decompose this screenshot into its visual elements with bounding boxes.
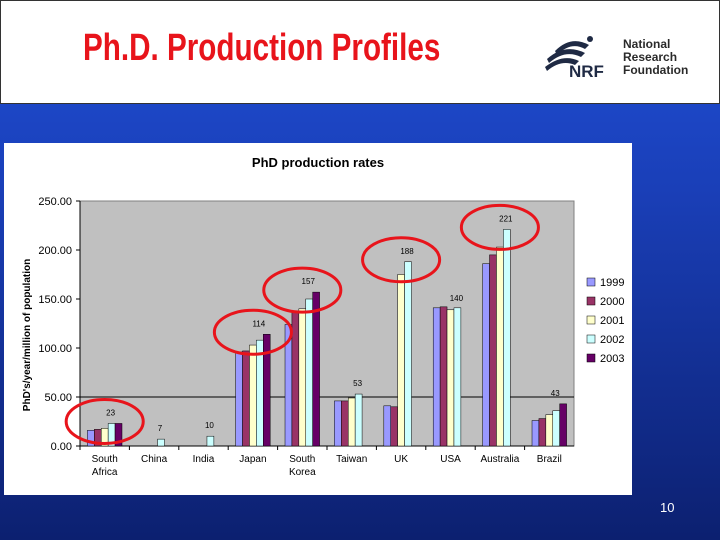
x-tick-label: China — [141, 454, 168, 465]
x-tick-label-line: Brazil — [537, 454, 562, 465]
y-tick-label: 50.00 — [44, 392, 72, 404]
highlight-circle — [459, 203, 540, 251]
x-tick-label: Australia — [480, 454, 519, 465]
highlight-circle — [212, 308, 293, 356]
bar-1999 — [432, 307, 441, 447]
bar-2001 — [298, 308, 307, 447]
bar-2002 — [453, 307, 462, 447]
bar-2002 — [256, 339, 264, 447]
data-label: 7 — [158, 424, 163, 433]
y-tick-label: 250.00 — [38, 196, 72, 208]
bar-1999 — [383, 405, 391, 447]
y-axis-label: PhD's/year/million of population — [22, 259, 33, 411]
bar-2002 — [552, 410, 560, 447]
x-tick-label-line: Australia — [480, 454, 519, 465]
bar-2001 — [496, 246, 504, 447]
x-tick-label-line: China — [141, 454, 168, 465]
chart-panel: PhD production rates PhD's/year/million … — [4, 143, 632, 495]
legend-label-2000: 2000 — [600, 296, 624, 308]
data-label: 43 — [551, 389, 560, 398]
bar-2000 — [489, 254, 497, 447]
highlight-circle — [64, 397, 145, 445]
x-tick-label-line: Japan — [239, 454, 266, 465]
bar-2001 — [545, 414, 554, 447]
slide-header: Ph.D. Production Profiles NRF National R… — [0, 0, 720, 104]
bar-2003 — [312, 291, 320, 447]
slide-title: Ph.D. Production Profiles — [83, 27, 441, 69]
bar-2001 — [249, 344, 257, 447]
bar-2000 — [242, 350, 250, 447]
legend-swatch-2000 — [586, 296, 596, 306]
x-tick-label-line: India — [193, 454, 215, 465]
y-tick-label: 0.00 — [51, 441, 72, 453]
x-tick-label: Japan — [239, 454, 266, 465]
highlight-circle — [262, 266, 343, 314]
x-tick-label-line: South — [92, 454, 118, 465]
y-tick-label: 100.00 — [38, 343, 72, 355]
x-tick-label: India — [193, 454, 215, 465]
x-tick-label-line: Taiwan — [336, 454, 367, 465]
legend-label-2001: 2001 — [600, 315, 624, 327]
x-tick-label: Brazil — [537, 454, 562, 465]
x-tick-label-line: Africa — [92, 467, 118, 478]
logo-mark: NRF — [569, 62, 604, 81]
bar-1999 — [334, 400, 342, 447]
legend-swatch-1999 — [586, 277, 596, 287]
bar-2002 — [305, 298, 313, 447]
bar-2003 — [114, 423, 123, 447]
bar-2001 — [446, 309, 455, 447]
bar-2002 — [157, 438, 165, 447]
highlight-circle — [361, 236, 442, 284]
data-label: 23 — [106, 408, 115, 417]
x-tick-label: USA — [440, 454, 461, 465]
y-tick-label: 150.00 — [38, 294, 72, 306]
y-tick-label: 200.00 — [38, 245, 72, 257]
data-label: 53 — [353, 379, 362, 388]
bar-2000 — [390, 406, 398, 447]
phd-rates-chart: PhD production rates PhD's/year/million … — [22, 155, 624, 478]
logo-line-2: Research — [623, 50, 678, 64]
nrf-logo-icon: NRF — [545, 36, 604, 81]
legend-swatch-2003 — [586, 353, 596, 363]
bar-2002 — [354, 393, 363, 447]
legend-swatch-2002 — [586, 334, 596, 344]
bar-2002 — [503, 229, 511, 447]
logo-wordmark: National Research Foundation — [623, 38, 688, 77]
legend-label-2003: 2003 — [600, 353, 624, 365]
bar-2000 — [538, 418, 547, 447]
legend-label-2002: 2002 — [600, 334, 624, 346]
bar-2003 — [559, 403, 567, 447]
bar-2001 — [347, 397, 356, 447]
x-tick-label: South Africa — [92, 454, 118, 478]
data-label: 188 — [400, 247, 414, 256]
logo-line-1: National — [623, 37, 671, 51]
data-label: 157 — [302, 277, 316, 286]
x-tick-label: Taiwan — [336, 454, 367, 465]
x-tick-label-line: Korea — [289, 467, 316, 478]
legend-label-1999: 1999 — [600, 277, 624, 289]
data-label: 10 — [205, 421, 214, 430]
x-tick-label-line: South — [289, 454, 315, 465]
bar-2002 — [206, 435, 215, 447]
legend-swatch-2001 — [586, 315, 596, 325]
x-tick-label: South Korea — [289, 454, 316, 478]
page-number: 10 — [660, 500, 675, 515]
x-tick-label: UK — [394, 454, 408, 465]
x-tick-label-line: USA — [440, 454, 461, 465]
bar-1999 — [235, 351, 243, 447]
bar-2003 — [263, 334, 271, 447]
chart-title: PhD production rates — [252, 155, 384, 170]
bar-2000 — [341, 400, 349, 447]
bar-1999 — [482, 263, 490, 447]
bar-2002 — [404, 261, 412, 447]
data-label: 140 — [450, 294, 464, 303]
data-label: 114 — [252, 319, 265, 328]
bar-1999 — [531, 420, 540, 447]
bar-2000 — [291, 312, 300, 447]
data-label: 221 — [499, 214, 513, 223]
bar-2000 — [439, 306, 448, 447]
x-tick-label-line: UK — [394, 454, 408, 465]
logo-line-3: Foundation — [623, 63, 689, 77]
bar-2001 — [397, 274, 405, 447]
